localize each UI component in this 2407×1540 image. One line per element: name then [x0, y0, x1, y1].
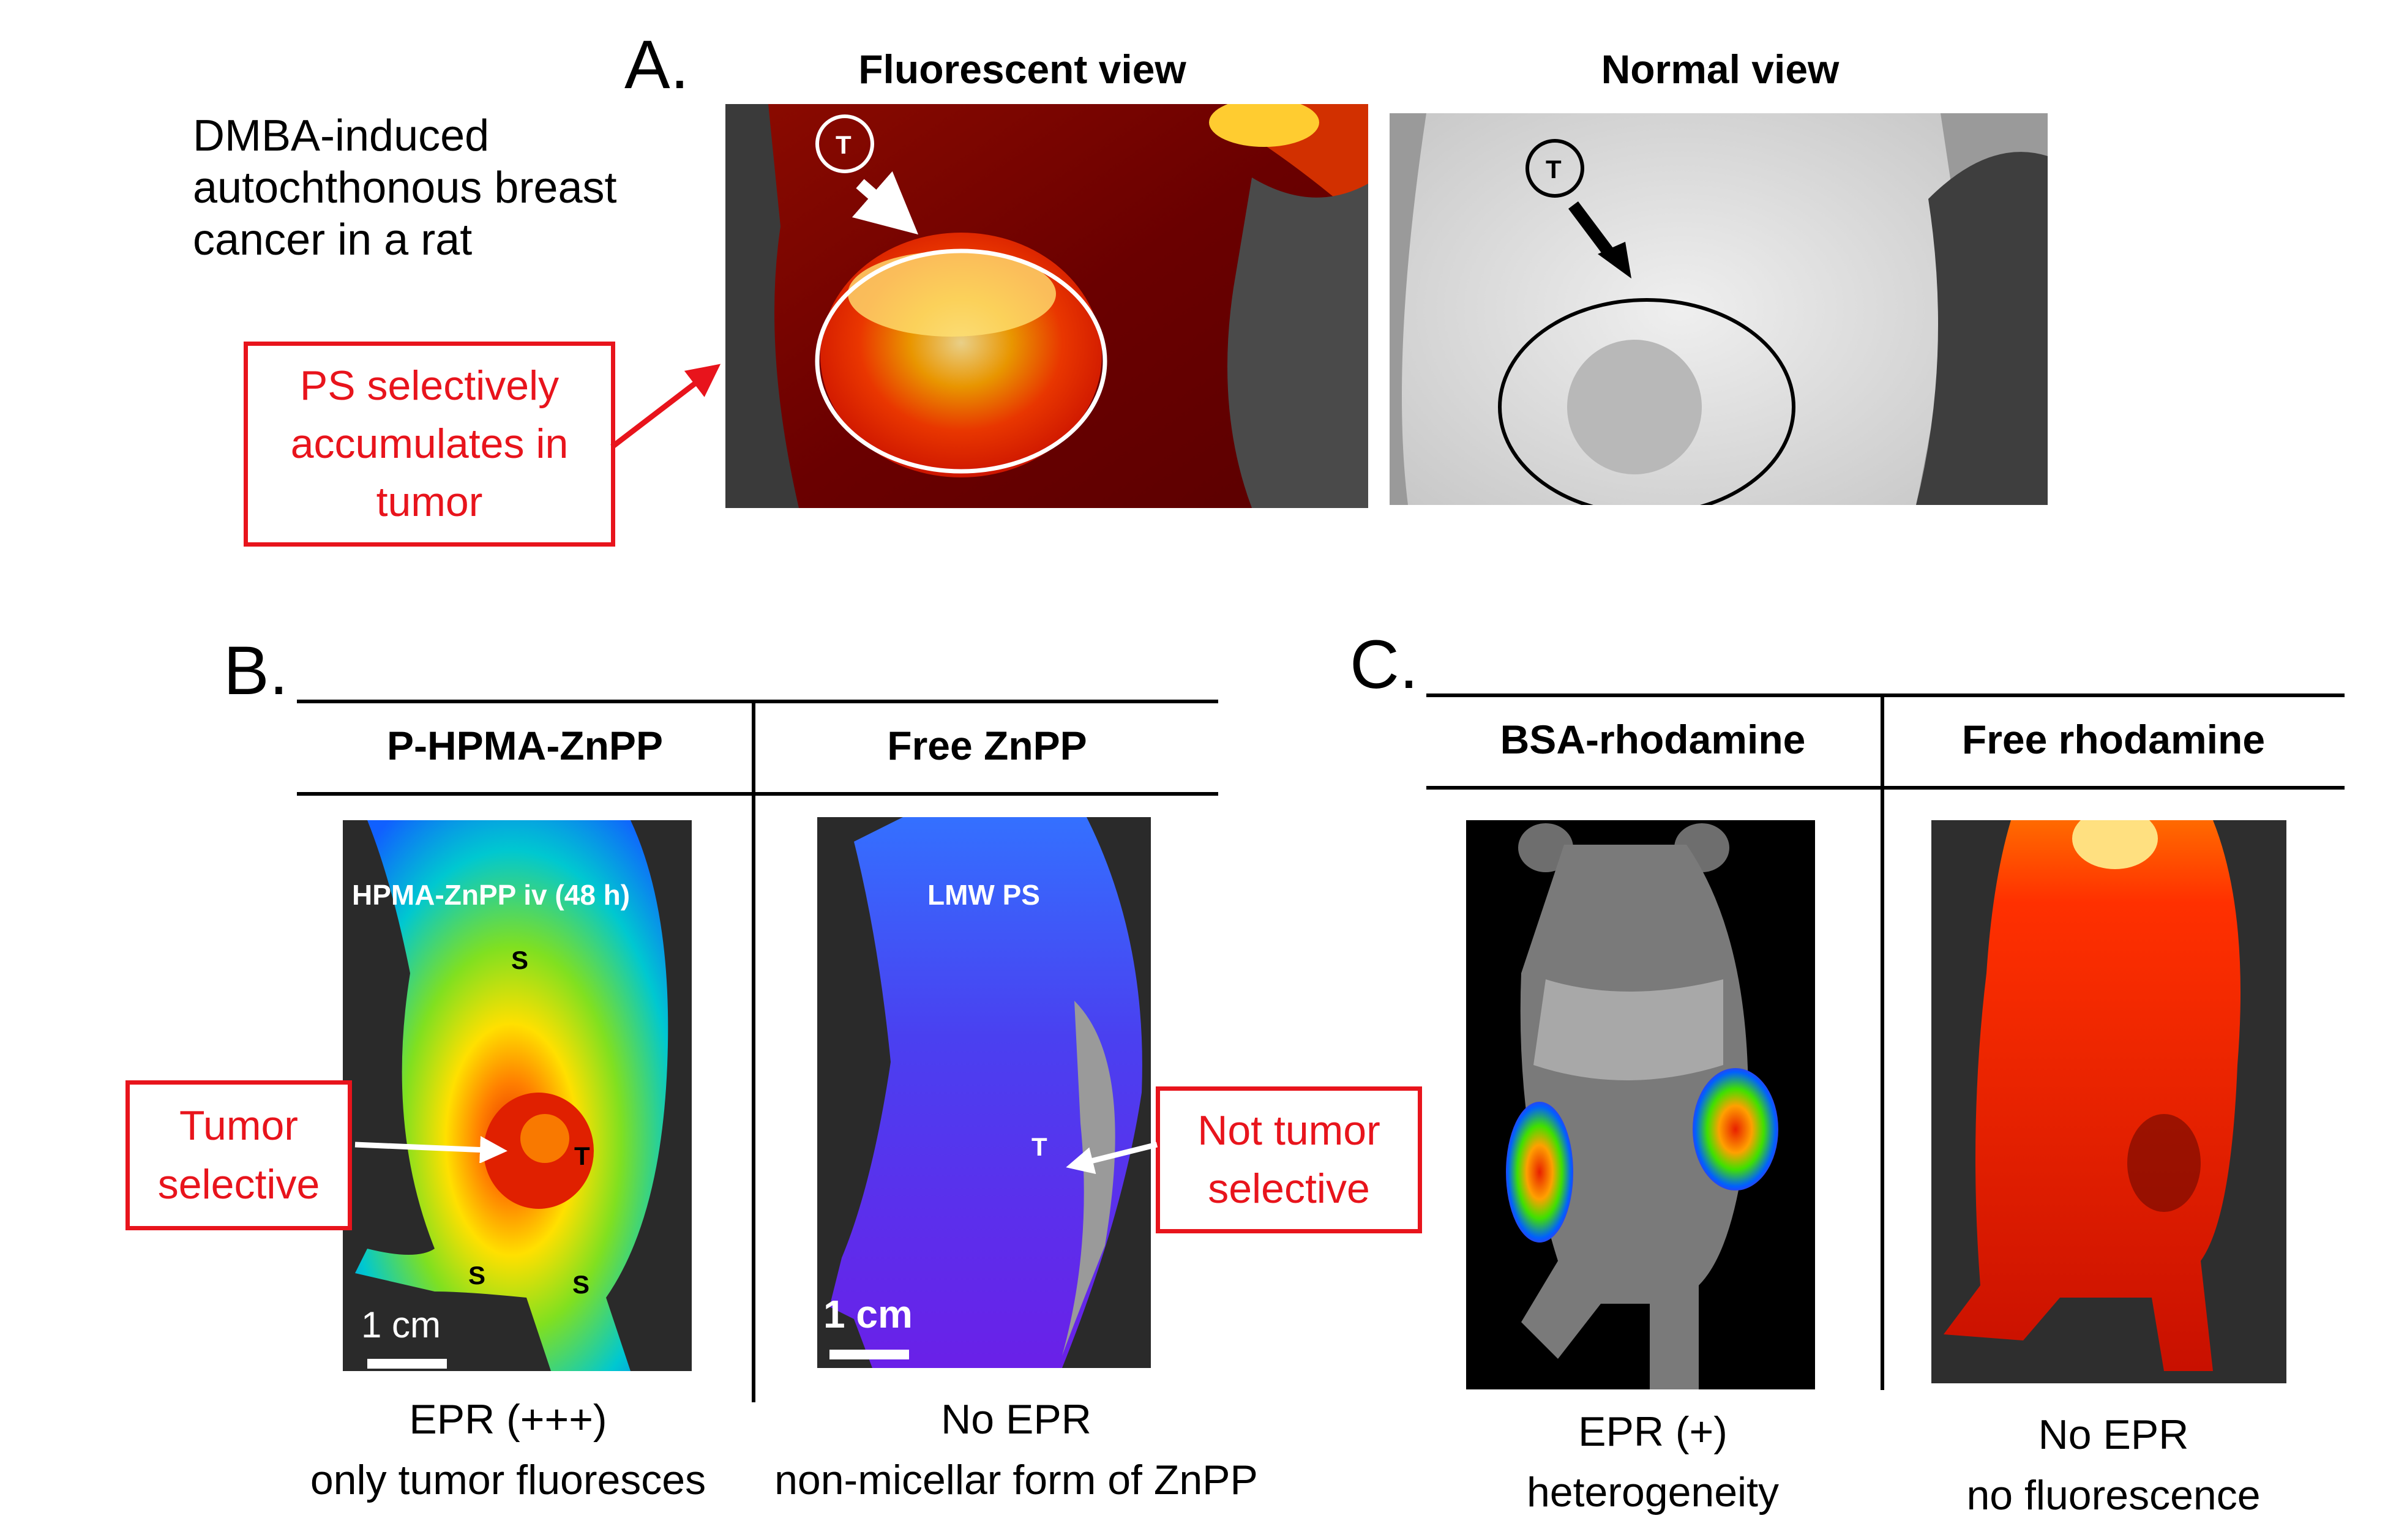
panel-c-divider — [1881, 695, 1884, 1390]
fluorescent-view-header: Fluorescent view — [858, 47, 1186, 92]
scale-bar-label-1: 1 cm — [361, 1304, 441, 1345]
free-rhodamine-mouse-image — [1931, 820, 2286, 1383]
panel-a-description: DMBA-induced autochthonous breast cancer… — [193, 111, 617, 264]
panel-b-header-rule — [297, 792, 1218, 796]
hpma-znpp-caption: EPR (+++) only tumor fluoresces — [275, 1389, 741, 1510]
spleen-marker-3: S — [572, 1270, 590, 1299]
hpma-znpp-mouse-image: HPMA-ZnPP iv (48 h) S T S S 1 cm — [343, 820, 692, 1371]
callout-line-1: PS selectively — [299, 362, 560, 409]
free-rhodamine-header: Free rhodamine — [1961, 717, 2266, 762]
hpma-caption-line-1: EPR (+++) — [409, 1396, 607, 1443]
tumor-marker-normal: T — [1546, 155, 1562, 184]
free-rhodamine-caption-line-1: No EPR — [2038, 1411, 2189, 1458]
free-znpp-caption-line-2: non-micellar form of ZnPP — [774, 1456, 1258, 1503]
tumor-selective-line-1: Tumor — [179, 1102, 298, 1149]
callout-line-2: accumulates in — [290, 420, 569, 467]
tumor-marker-b2: T — [1031, 1132, 1047, 1161]
fluorescent-rat-image: T — [725, 104, 1368, 508]
panel-c-header-rule — [1426, 786, 2345, 790]
p-hpma-znpp-header: P-HPMA-ZnPP — [387, 723, 663, 768]
ps-accumulates-callout: PS selectively accumulates in tumor — [244, 342, 615, 547]
free-rhodamine-caption-line-2: no fluorescence — [1966, 1471, 2261, 1519]
free-znpp-mouse-image: LMW PS T 1 cm — [817, 817, 1151, 1368]
free-rhodamine-caption: No EPR no fluorescence — [1882, 1405, 2345, 1525]
normal-rat-image: T — [1390, 113, 2048, 505]
hpma-znpp-overlay-label: HPMA-ZnPP iv (48 h) — [352, 879, 631, 911]
free-znpp-caption: No EPR non-micellar form of ZnPP — [747, 1389, 1286, 1510]
callout-line-3: tumor — [376, 479, 483, 526]
scale-bar-label-2: 1 cm — [823, 1292, 913, 1336]
bsa-rhodamine-mouse-image — [1466, 820, 1815, 1389]
bsa-caption-line-1: EPR (+) — [1578, 1408, 1728, 1455]
tumor-marker-fluorescent: T — [836, 130, 852, 159]
not-tumor-selective-arrow — [1066, 1142, 1158, 1175]
panel-a-letter: A. — [624, 26, 689, 103]
panel-b-top-rule — [297, 700, 1218, 703]
hpma-caption-line-2: only tumor fluoresces — [310, 1456, 706, 1503]
callout-arrow-a — [610, 364, 721, 449]
not-tumor-selective-line-2: selective — [1208, 1165, 1370, 1212]
tumor-selective-arrow — [354, 1136, 507, 1163]
tumor-marker-b1: T — [574, 1142, 590, 1170]
bsa-rhodamine-header: BSA-rhodamine — [1500, 717, 1806, 762]
lmw-ps-overlay-label: LMW PS — [927, 879, 1040, 911]
not-tumor-selective-callout: Not tumor selective — [1156, 1086, 1422, 1233]
panel-b-divider — [752, 701, 755, 1402]
tumor-selective-line-2: selective — [157, 1161, 320, 1208]
not-tumor-selective-line-1: Not tumor — [1197, 1107, 1380, 1154]
bsa-rhodamine-caption: EPR (+) heterogeneity — [1426, 1402, 1879, 1522]
spleen-marker-2: S — [468, 1261, 486, 1290]
panel-c-top-rule — [1426, 693, 2345, 697]
normal-view-header: Normal view — [1601, 47, 1840, 92]
spleen-marker-1: S — [511, 946, 529, 974]
panel-b-letter: B. — [223, 632, 288, 709]
free-znpp-header: Free ZnPP — [887, 723, 1087, 768]
free-znpp-caption-line-1: No EPR — [941, 1396, 1091, 1443]
panel-c-letter: C. — [1350, 626, 1418, 703]
tumor-selective-callout: Tumor selective — [125, 1080, 352, 1230]
bsa-caption-line-2: heterogeneity — [1526, 1468, 1780, 1516]
